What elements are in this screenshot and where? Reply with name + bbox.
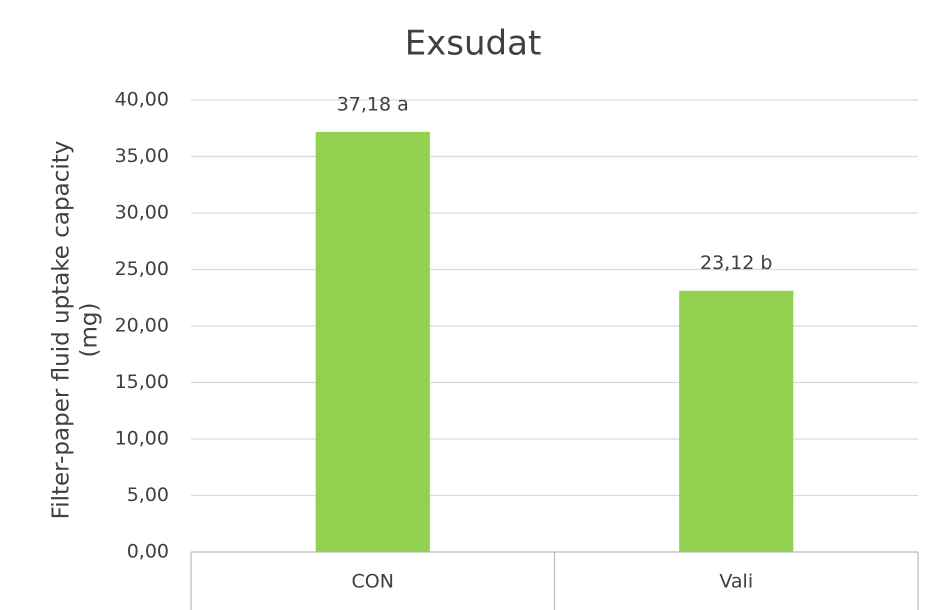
y-tick-label: 30,00 bbox=[115, 202, 169, 224]
data-label: 37,18 a bbox=[337, 93, 409, 115]
x-tick-label: Vali bbox=[719, 571, 753, 593]
y-tick-label: 5,00 bbox=[127, 484, 169, 506]
y-tick-label: 35,00 bbox=[115, 145, 169, 167]
bar bbox=[679, 290, 794, 552]
y-tick-label: 40,00 bbox=[115, 89, 169, 111]
y-tick-label: 15,00 bbox=[115, 371, 169, 393]
y-axis-label: Filter-paper fluid uptake capacity (mg) bbox=[49, 141, 103, 520]
chart-title: Exsudat bbox=[405, 24, 542, 64]
bar bbox=[315, 131, 430, 552]
y-axis-label-line: Filter-paper fluid uptake capacity bbox=[49, 141, 75, 520]
y-tick-label: 0,00 bbox=[127, 541, 169, 563]
y-tick-label: 20,00 bbox=[115, 315, 169, 337]
x-tick-label: CON bbox=[352, 571, 394, 593]
y-tick-label: 10,00 bbox=[115, 428, 169, 450]
y-axis-label-line: (mg) bbox=[77, 303, 103, 358]
data-label: 23,12 b bbox=[700, 252, 773, 274]
y-tick-label: 25,00 bbox=[115, 258, 169, 280]
